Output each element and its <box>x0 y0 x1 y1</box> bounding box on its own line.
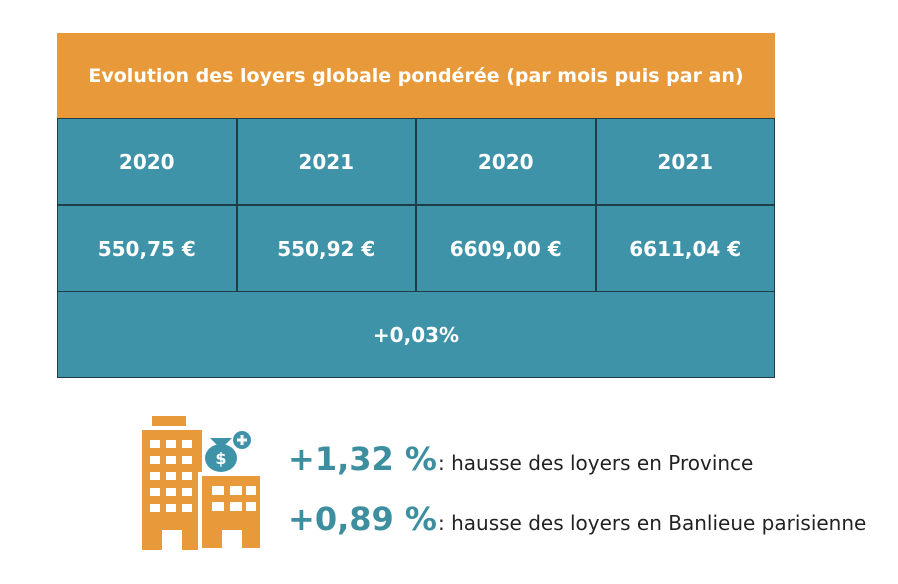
year-header: 2020 <box>416 118 596 205</box>
rent-value: 550,92 € <box>236 205 416 292</box>
stat-row: +0,89 % : hausse des loyers en Banlieue … <box>288 500 866 538</box>
year-header: 2020 <box>57 118 237 205</box>
table-footer: +0,03% <box>57 291 775 378</box>
stat-label: : hausse des loyers en Province <box>438 451 754 475</box>
stat-value: +1,32 % <box>288 440 437 478</box>
table-title: Evolution des loyers globale pondérée (p… <box>57 33 775 119</box>
year-header: 2021 <box>595 118 775 205</box>
year-header: 2021 <box>236 118 416 205</box>
stat-value: +0,89 % <box>288 500 437 538</box>
rent-value: 6609,00 € <box>416 205 596 292</box>
rent-table: Evolution des loyers globale pondérée (p… <box>57 33 775 378</box>
stat-row: +1,32 % : hausse des loyers en Province <box>288 440 753 478</box>
rent-value: 550,75 € <box>57 205 237 292</box>
building-icon: $ <box>142 416 264 552</box>
rent-value: 6611,04 € <box>595 205 775 292</box>
stat-label: : hausse des loyers en Banlieue parisien… <box>438 511 867 535</box>
svg-text:$: $ <box>215 449 226 468</box>
